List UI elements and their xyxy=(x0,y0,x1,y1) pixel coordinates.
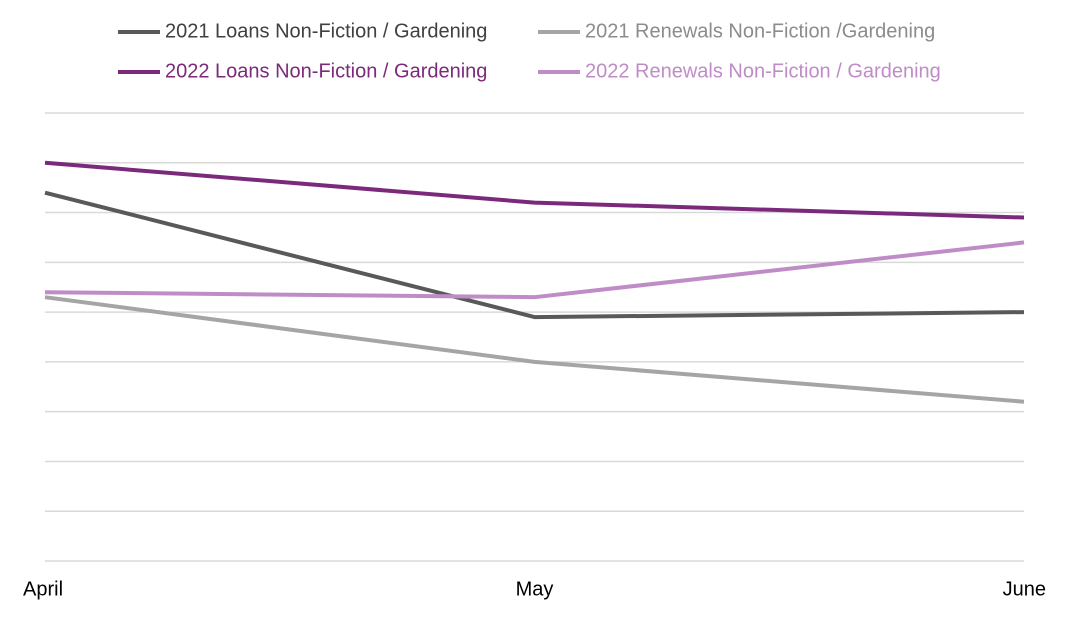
x-tick-label: May xyxy=(516,578,554,600)
series-line xyxy=(44,295,1025,404)
legend-label: 2021 Loans Non-Fiction / Gardening xyxy=(165,20,487,42)
legend-label: 2022 Loans Non-Fiction / Gardening xyxy=(165,60,487,82)
x-tick-label: April xyxy=(23,578,63,600)
series-line xyxy=(44,240,1025,300)
legend-label: 2021 Renewals Non-Fiction /Gardening xyxy=(585,20,935,42)
series-line xyxy=(44,160,1025,220)
legend-label: 2022 Renewals Non-Fiction / Gardening xyxy=(585,60,941,82)
x-tick-label: June xyxy=(1003,578,1046,600)
series-line xyxy=(44,190,1025,320)
